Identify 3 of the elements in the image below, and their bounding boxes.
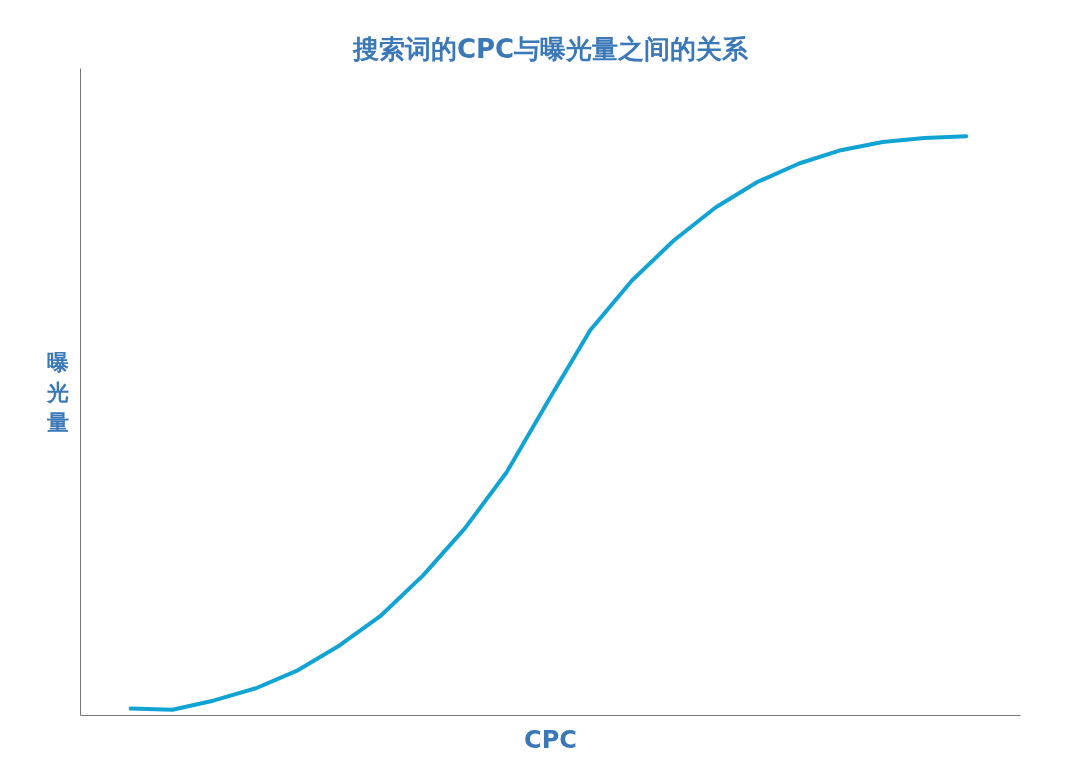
x-axis-title: CPC [524,725,577,754]
y-axis-title: 曝光量 [45,349,69,435]
chart-title: 搜索词的CPC与曝光量之间的关系 [351,33,750,64]
